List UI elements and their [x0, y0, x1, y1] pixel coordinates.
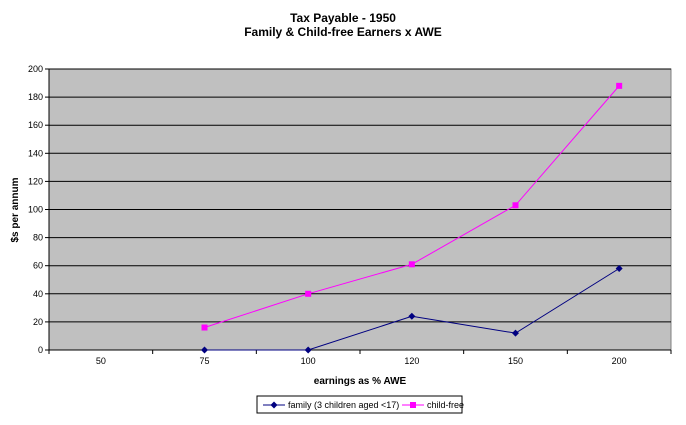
data-point-diamond — [304, 346, 312, 354]
axes — [45, 68, 672, 354]
legend-items: family (3 children aged <17) child-free — [263, 400, 464, 410]
x-axis-label: earnings as % AWE — [314, 376, 407, 387]
y-tick-label: 100 — [28, 205, 43, 215]
gridlines — [49, 68, 671, 323]
chart-subtitle: Family & Child-free Earners x AWE — [244, 25, 442, 39]
legend-label: family (3 children aged <17) — [288, 400, 399, 410]
y-tick-label: 0 — [38, 345, 43, 355]
y-tick-label: 60 — [33, 261, 43, 271]
legend-marker-diamond — [270, 401, 278, 409]
legend-marker-square — [410, 402, 416, 408]
x-tick-label: 75 — [199, 356, 209, 366]
data-point-square — [305, 290, 312, 297]
y-tick-label: 120 — [28, 176, 43, 186]
data-point-diamond — [615, 265, 623, 273]
y-tick-label: 160 — [28, 120, 43, 130]
y-tick-label: 40 — [33, 289, 43, 299]
data-point-diamond — [512, 329, 519, 337]
chart-title: Tax Payable - 1950 — [290, 11, 396, 25]
x-tick-label: 50 — [96, 356, 106, 366]
legend-box — [256, 395, 463, 414]
legend: family (3 children aged <17) child-free — [256, 395, 464, 414]
x-tick-label: 120 — [404, 356, 419, 366]
y-tick-label: 80 — [33, 233, 43, 243]
x-tick-label: 100 — [301, 356, 316, 366]
y-tick-label: 180 — [28, 92, 43, 102]
series-child-free — [201, 82, 623, 331]
y-tick-labels: 0 20 40 60 80 100 120 140 160 180 200 — [28, 64, 43, 355]
x-tick-labels: 50 75 100 120 150 200 — [96, 356, 627, 366]
data-point-square — [408, 261, 415, 268]
data-point-square — [616, 82, 623, 89]
data-point-diamond — [408, 312, 416, 320]
data-point-diamond — [201, 346, 208, 354]
legend-label: child-free — [427, 400, 464, 410]
x-tick-label: 150 — [508, 356, 523, 366]
series-layer — [201, 82, 623, 354]
data-point-square — [512, 202, 519, 209]
y-axis-label: $s per annum — [10, 177, 21, 242]
data-point-square — [201, 324, 208, 331]
series-family — [201, 265, 623, 354]
y-tick-label: 20 — [33, 317, 43, 327]
y-tick-label: 140 — [28, 148, 43, 158]
y-tick-label: 200 — [28, 64, 43, 74]
x-tick-label: 200 — [612, 356, 627, 366]
